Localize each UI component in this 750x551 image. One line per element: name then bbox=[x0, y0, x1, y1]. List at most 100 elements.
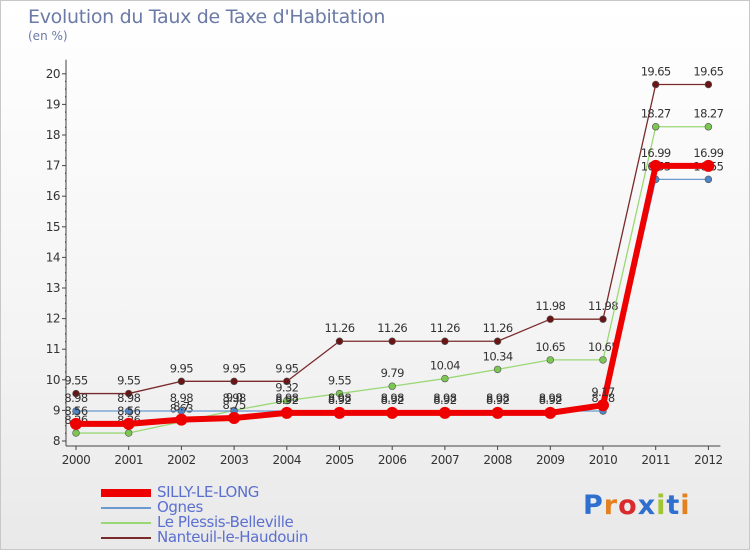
data-point bbox=[544, 406, 557, 419]
data-point bbox=[599, 315, 607, 323]
data-point bbox=[704, 175, 713, 184]
data-label: 11.98 bbox=[588, 299, 618, 313]
y-tick-label: 20 bbox=[46, 67, 60, 81]
y-tick-label: 15 bbox=[46, 220, 60, 234]
data-point bbox=[333, 406, 346, 419]
data-label: 8.92 bbox=[433, 393, 456, 407]
data-label: 11.26 bbox=[377, 321, 407, 335]
data-label: 9.95 bbox=[222, 361, 245, 375]
data-label: 8.92 bbox=[328, 393, 351, 407]
data-label: 16.99 bbox=[693, 146, 723, 160]
data-point bbox=[72, 429, 80, 437]
data-point bbox=[386, 406, 399, 419]
data-point bbox=[438, 406, 451, 419]
data-label: 8.56 bbox=[64, 404, 87, 418]
data-label: 8.98 bbox=[275, 391, 298, 405]
x-tick-label: 2010 bbox=[589, 453, 618, 467]
data-point bbox=[72, 389, 80, 398]
y-tick-label: 17 bbox=[46, 159, 60, 173]
data-label: 8.98 bbox=[486, 391, 509, 405]
data-point bbox=[597, 399, 609, 412]
legend-label: SILLY-LE-LONG bbox=[157, 483, 259, 501]
data-point bbox=[70, 417, 82, 430]
data-label: 19.65 bbox=[641, 65, 671, 79]
proxiti-logo: Proxiti bbox=[583, 490, 691, 521]
data-point bbox=[177, 377, 186, 386]
legend-label: Nanteuil-le-Haudouin bbox=[157, 528, 308, 546]
data-label: 8.98 bbox=[381, 391, 404, 405]
data-label: 8.75 bbox=[222, 398, 245, 412]
data-label: 8.92 bbox=[381, 393, 404, 407]
y-tick-label: 16 bbox=[46, 189, 60, 203]
legend-label: Ognes bbox=[157, 498, 203, 516]
data-label: 18.27 bbox=[641, 107, 671, 121]
x-tick-label: 2007 bbox=[431, 453, 460, 467]
x-tick-label: 2005 bbox=[325, 453, 354, 467]
data-label: 11.26 bbox=[483, 321, 513, 335]
x-tick-label: 2004 bbox=[273, 453, 302, 467]
data-point bbox=[649, 159, 662, 172]
x-tick-label: 2002 bbox=[167, 453, 196, 467]
legend-swatch bbox=[101, 506, 151, 509]
data-label: 8.92 bbox=[539, 393, 562, 407]
data-point bbox=[124, 429, 133, 437]
data-point bbox=[704, 80, 713, 89]
data-point bbox=[230, 377, 238, 386]
y-tick-label: 8 bbox=[53, 434, 60, 448]
data-label: 8.98 bbox=[64, 391, 87, 405]
data-label: 9.17 bbox=[591, 385, 614, 399]
y-tick-label: 19 bbox=[46, 97, 60, 111]
legend-swatch bbox=[101, 521, 151, 524]
legend-item-ognes: Ognes bbox=[101, 500, 361, 515]
data-point bbox=[702, 159, 715, 172]
legend-swatch bbox=[101, 536, 151, 539]
data-point bbox=[704, 123, 713, 131]
data-label: 9.95 bbox=[170, 361, 193, 375]
data-label: 8.98 bbox=[222, 391, 245, 405]
data-point bbox=[228, 412, 241, 425]
data-label: 19.65 bbox=[693, 65, 723, 79]
data-point bbox=[441, 337, 449, 345]
x-tick-label: 2008 bbox=[483, 453, 512, 467]
chart-title: Evolution du Taux de Taxe d'Habitation bbox=[28, 6, 386, 28]
data-label: 9.79 bbox=[381, 366, 404, 380]
data-label: 9.95 bbox=[275, 361, 298, 375]
data-label: 8.7 bbox=[173, 400, 190, 414]
x-tick-label: 2012 bbox=[694, 453, 723, 467]
data-point bbox=[493, 365, 502, 374]
data-label: 9.55 bbox=[328, 374, 351, 388]
data-point bbox=[546, 315, 554, 323]
data-point bbox=[283, 396, 291, 405]
legend-item-nanteuil-le-haudouin: Nanteuil-le-Haudouin bbox=[101, 530, 361, 545]
data-label: 11.98 bbox=[535, 299, 565, 313]
legend-swatch bbox=[101, 488, 151, 497]
data-label: 10.04 bbox=[430, 359, 460, 373]
data-point bbox=[335, 337, 344, 345]
data-label: 8.98 bbox=[170, 391, 193, 405]
data-point bbox=[493, 337, 502, 345]
y-tick-label: 11 bbox=[46, 342, 60, 356]
x-tick-label: 2011 bbox=[641, 453, 670, 467]
legend-label: Le Plessis-Belleville bbox=[157, 513, 294, 531]
data-point bbox=[388, 337, 396, 345]
data-point bbox=[651, 123, 660, 131]
legend: SILLY-LE-LONG Ognes Le Plessis-Bellevill… bbox=[101, 485, 361, 545]
data-label: 10.65 bbox=[588, 340, 618, 354]
y-tick-label: 10 bbox=[46, 373, 60, 387]
data-label: 10.34 bbox=[483, 349, 513, 363]
legend-item-silly-le-long: SILLY-LE-LONG bbox=[101, 485, 361, 500]
data-label: 11.26 bbox=[325, 321, 355, 335]
y-tick-label: 14 bbox=[46, 250, 60, 264]
data-point bbox=[599, 356, 607, 364]
data-label: 16.99 bbox=[641, 146, 671, 160]
data-label: 8.98 bbox=[328, 391, 351, 405]
x-tick-label: 2009 bbox=[536, 453, 565, 467]
data-point bbox=[546, 356, 554, 364]
data-point bbox=[283, 377, 291, 386]
data-point bbox=[388, 382, 396, 390]
y-tick-label: 12 bbox=[46, 312, 60, 326]
data-point bbox=[491, 406, 504, 419]
y-tick-label: 13 bbox=[46, 281, 60, 295]
data-point bbox=[441, 374, 449, 383]
data-label: 9.55 bbox=[64, 374, 87, 388]
